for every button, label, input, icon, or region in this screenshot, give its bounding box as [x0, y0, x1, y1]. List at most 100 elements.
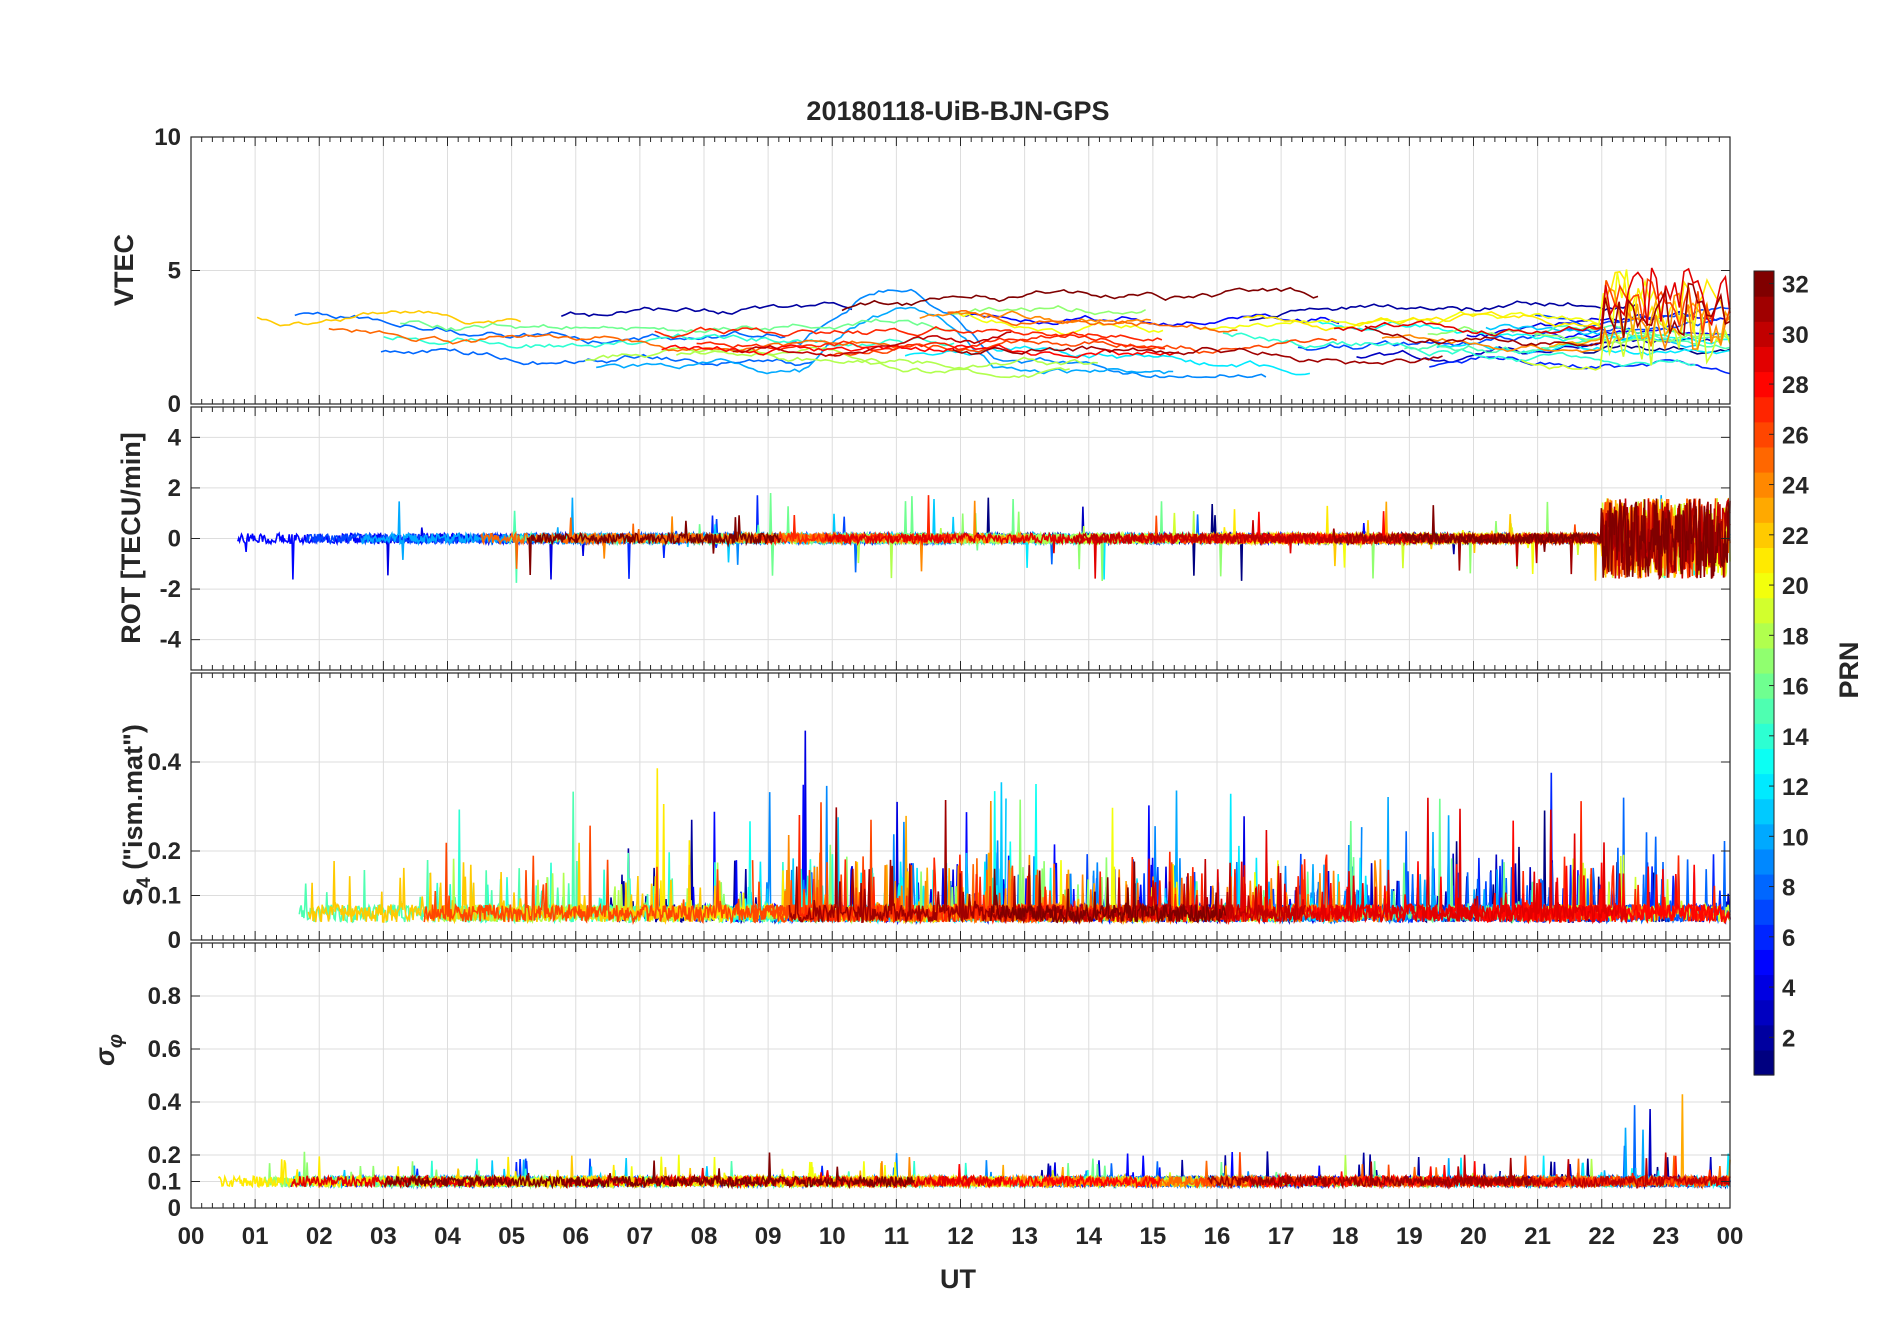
colorbar-swatch: [1754, 949, 1774, 976]
y-tick-label: 5: [168, 258, 181, 285]
sigma-y-axis-label: σφ: [90, 1034, 127, 1066]
y-tick-label: -2: [160, 576, 181, 603]
y-tick-label: 0.2: [148, 838, 181, 865]
colorbar-swatch: [1754, 396, 1774, 423]
rot-panel: -4 -2 0 2 4: [160, 406, 1731, 671]
colorbar-tick-label: 28: [1782, 372, 1809, 399]
colorbar-swatch: [1754, 773, 1774, 800]
prn-series-line: [947, 309, 1238, 333]
colorbar-swatch: [1754, 673, 1774, 699]
prn-series-line: [584, 346, 1098, 370]
prn-series-line: [661, 344, 1180, 359]
y-tick-label: 0: [168, 391, 181, 418]
x-tick-label: 23: [1653, 1223, 1680, 1250]
prn-series-line: [307, 842, 729, 925]
prn-series-line: [958, 313, 1164, 336]
colorbar-tick-label: 18: [1782, 623, 1809, 650]
y-tick-label: 0: [168, 927, 181, 954]
colorbar-swatch: [1754, 748, 1774, 775]
colorbar-swatch: [1754, 522, 1774, 548]
series-group-2: [298, 730, 1731, 926]
x-tick-label: 10: [819, 1223, 846, 1250]
prn-series-line: [1249, 300, 1638, 322]
x-tick-label: 11: [884, 1223, 909, 1250]
series-group-3: [217, 1094, 1731, 1190]
y-tick-label: 0.2: [148, 1142, 181, 1169]
colorbar-swatch: [1754, 1049, 1774, 1076]
x-tick-label: 00: [178, 1223, 205, 1250]
colorbar-swatch: [1754, 874, 1774, 900]
x-tick-label: 19: [1396, 1223, 1423, 1250]
colorbar-swatch: [1754, 572, 1774, 599]
prn-series-line: [1334, 267, 1731, 337]
vtec-y-axis-label: VTEC: [109, 234, 139, 306]
colorbar-tick-label: 16: [1782, 674, 1809, 701]
prn-series-line: [1423, 1152, 1731, 1190]
x-tick-label: 13: [1011, 1223, 1038, 1250]
x-tick-label: 22: [1588, 1223, 1615, 1250]
x-tick-label: 02: [306, 1223, 333, 1250]
prn-series-line: [256, 309, 522, 327]
colorbar-swatch: [1754, 1024, 1774, 1051]
prn-series-line: [560, 301, 853, 318]
colorbar-tick-label: 8: [1782, 875, 1795, 902]
prn-series-line: [1436, 342, 1731, 356]
sigma-phi-panel: 00.10.2 0.4 0.6 0.8 00 01 02 03 04 05 06 07 08 09 10 11…: [148, 942, 1743, 1250]
prn-series-line: [596, 306, 1174, 375]
prn-series-line: [997, 858, 1307, 925]
colorbar-swatch: [1754, 848, 1774, 875]
sigma-label-sub: φ: [105, 1034, 127, 1048]
y-tick-label: 0.4: [148, 1089, 182, 1116]
y-tick-label: 0.4: [148, 749, 182, 776]
prn-series-line: [1193, 269, 1665, 330]
x-tick-label: 06: [562, 1223, 589, 1250]
colorbar-swatch: [1754, 321, 1774, 347]
colorbar-tick-label: 24: [1782, 473, 1809, 500]
colorbar-tick-label: 20: [1782, 573, 1809, 600]
x-tick-label: 05: [498, 1223, 525, 1250]
s4-label-suffix: ("ism.mat"): [118, 724, 148, 877]
colorbar-tick-label: 26: [1782, 422, 1809, 449]
prn-series-line: [526, 515, 782, 576]
prn-series-line: [1364, 282, 1731, 347]
colorbar-swatch: [1754, 547, 1774, 574]
colorbar-tick-label: 2: [1782, 1025, 1795, 1052]
colorbar-tick-label: 14: [1782, 724, 1809, 751]
prn-series-line: [990, 861, 1227, 926]
prn-series-line: [1485, 323, 1700, 349]
y-tick-label: 10: [154, 124, 181, 151]
x-axis-label: UT: [940, 1264, 976, 1294]
y-tick-label: 0.1: [148, 883, 181, 910]
x-tick-label: 18: [1332, 1223, 1359, 1250]
y-tick-label: 0.8: [148, 983, 181, 1010]
colorbar-swatch: [1754, 371, 1774, 398]
x-tick-label: 21: [1524, 1223, 1551, 1250]
colorbar-swatch: [1754, 999, 1774, 1026]
colorbar-swatch: [1754, 597, 1774, 624]
prn-series-line: [294, 311, 786, 345]
y-tick-label: 0.6: [148, 1036, 181, 1063]
x-tick-label: 17: [1268, 1223, 1295, 1250]
prn-series-line: [328, 327, 903, 354]
s4-panel: 0 0.1 0.2 0.4: [148, 672, 1731, 954]
colorbar-tick-label: 32: [1782, 272, 1809, 299]
colorbar-swatch: [1754, 899, 1774, 925]
prn-series-line: [931, 1164, 1162, 1189]
prn-series-line: [952, 305, 1146, 316]
prn-series-line: [1579, 344, 1731, 355]
prn-series-line: [841, 286, 1319, 312]
prn-series-line: [732, 331, 1012, 357]
prn-series-line: [1521, 312, 1731, 371]
colorbar-swatch: [1754, 497, 1774, 523]
colorbar-swatch: [1754, 798, 1774, 825]
colorbar-swatch: [1754, 823, 1774, 850]
x-tick-label: 12: [947, 1223, 974, 1250]
colorbar-swatch: [1754, 446, 1774, 473]
prn-series-line: [1297, 317, 1721, 351]
colorbar-label: PRN: [1834, 641, 1864, 698]
prn-series-line: [1243, 270, 1731, 334]
prn-series-line: [380, 347, 814, 367]
x-tick-label: 09: [755, 1223, 782, 1250]
prn-series-line: [400, 318, 960, 334]
prn-series-line: [1207, 1157, 1533, 1190]
